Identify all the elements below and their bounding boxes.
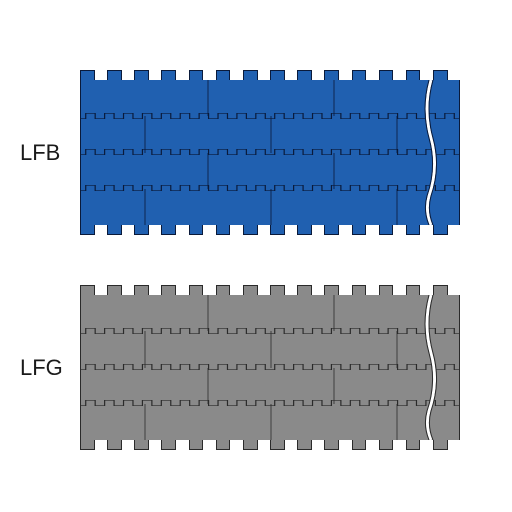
belt-lfb: LFB [20,70,460,235]
belt-lfg: LFG [20,285,460,450]
belt-graphic [80,70,460,235]
belt-label: LFB [20,140,70,166]
belt-graphic [80,285,460,450]
belt-label: LFG [20,355,70,381]
